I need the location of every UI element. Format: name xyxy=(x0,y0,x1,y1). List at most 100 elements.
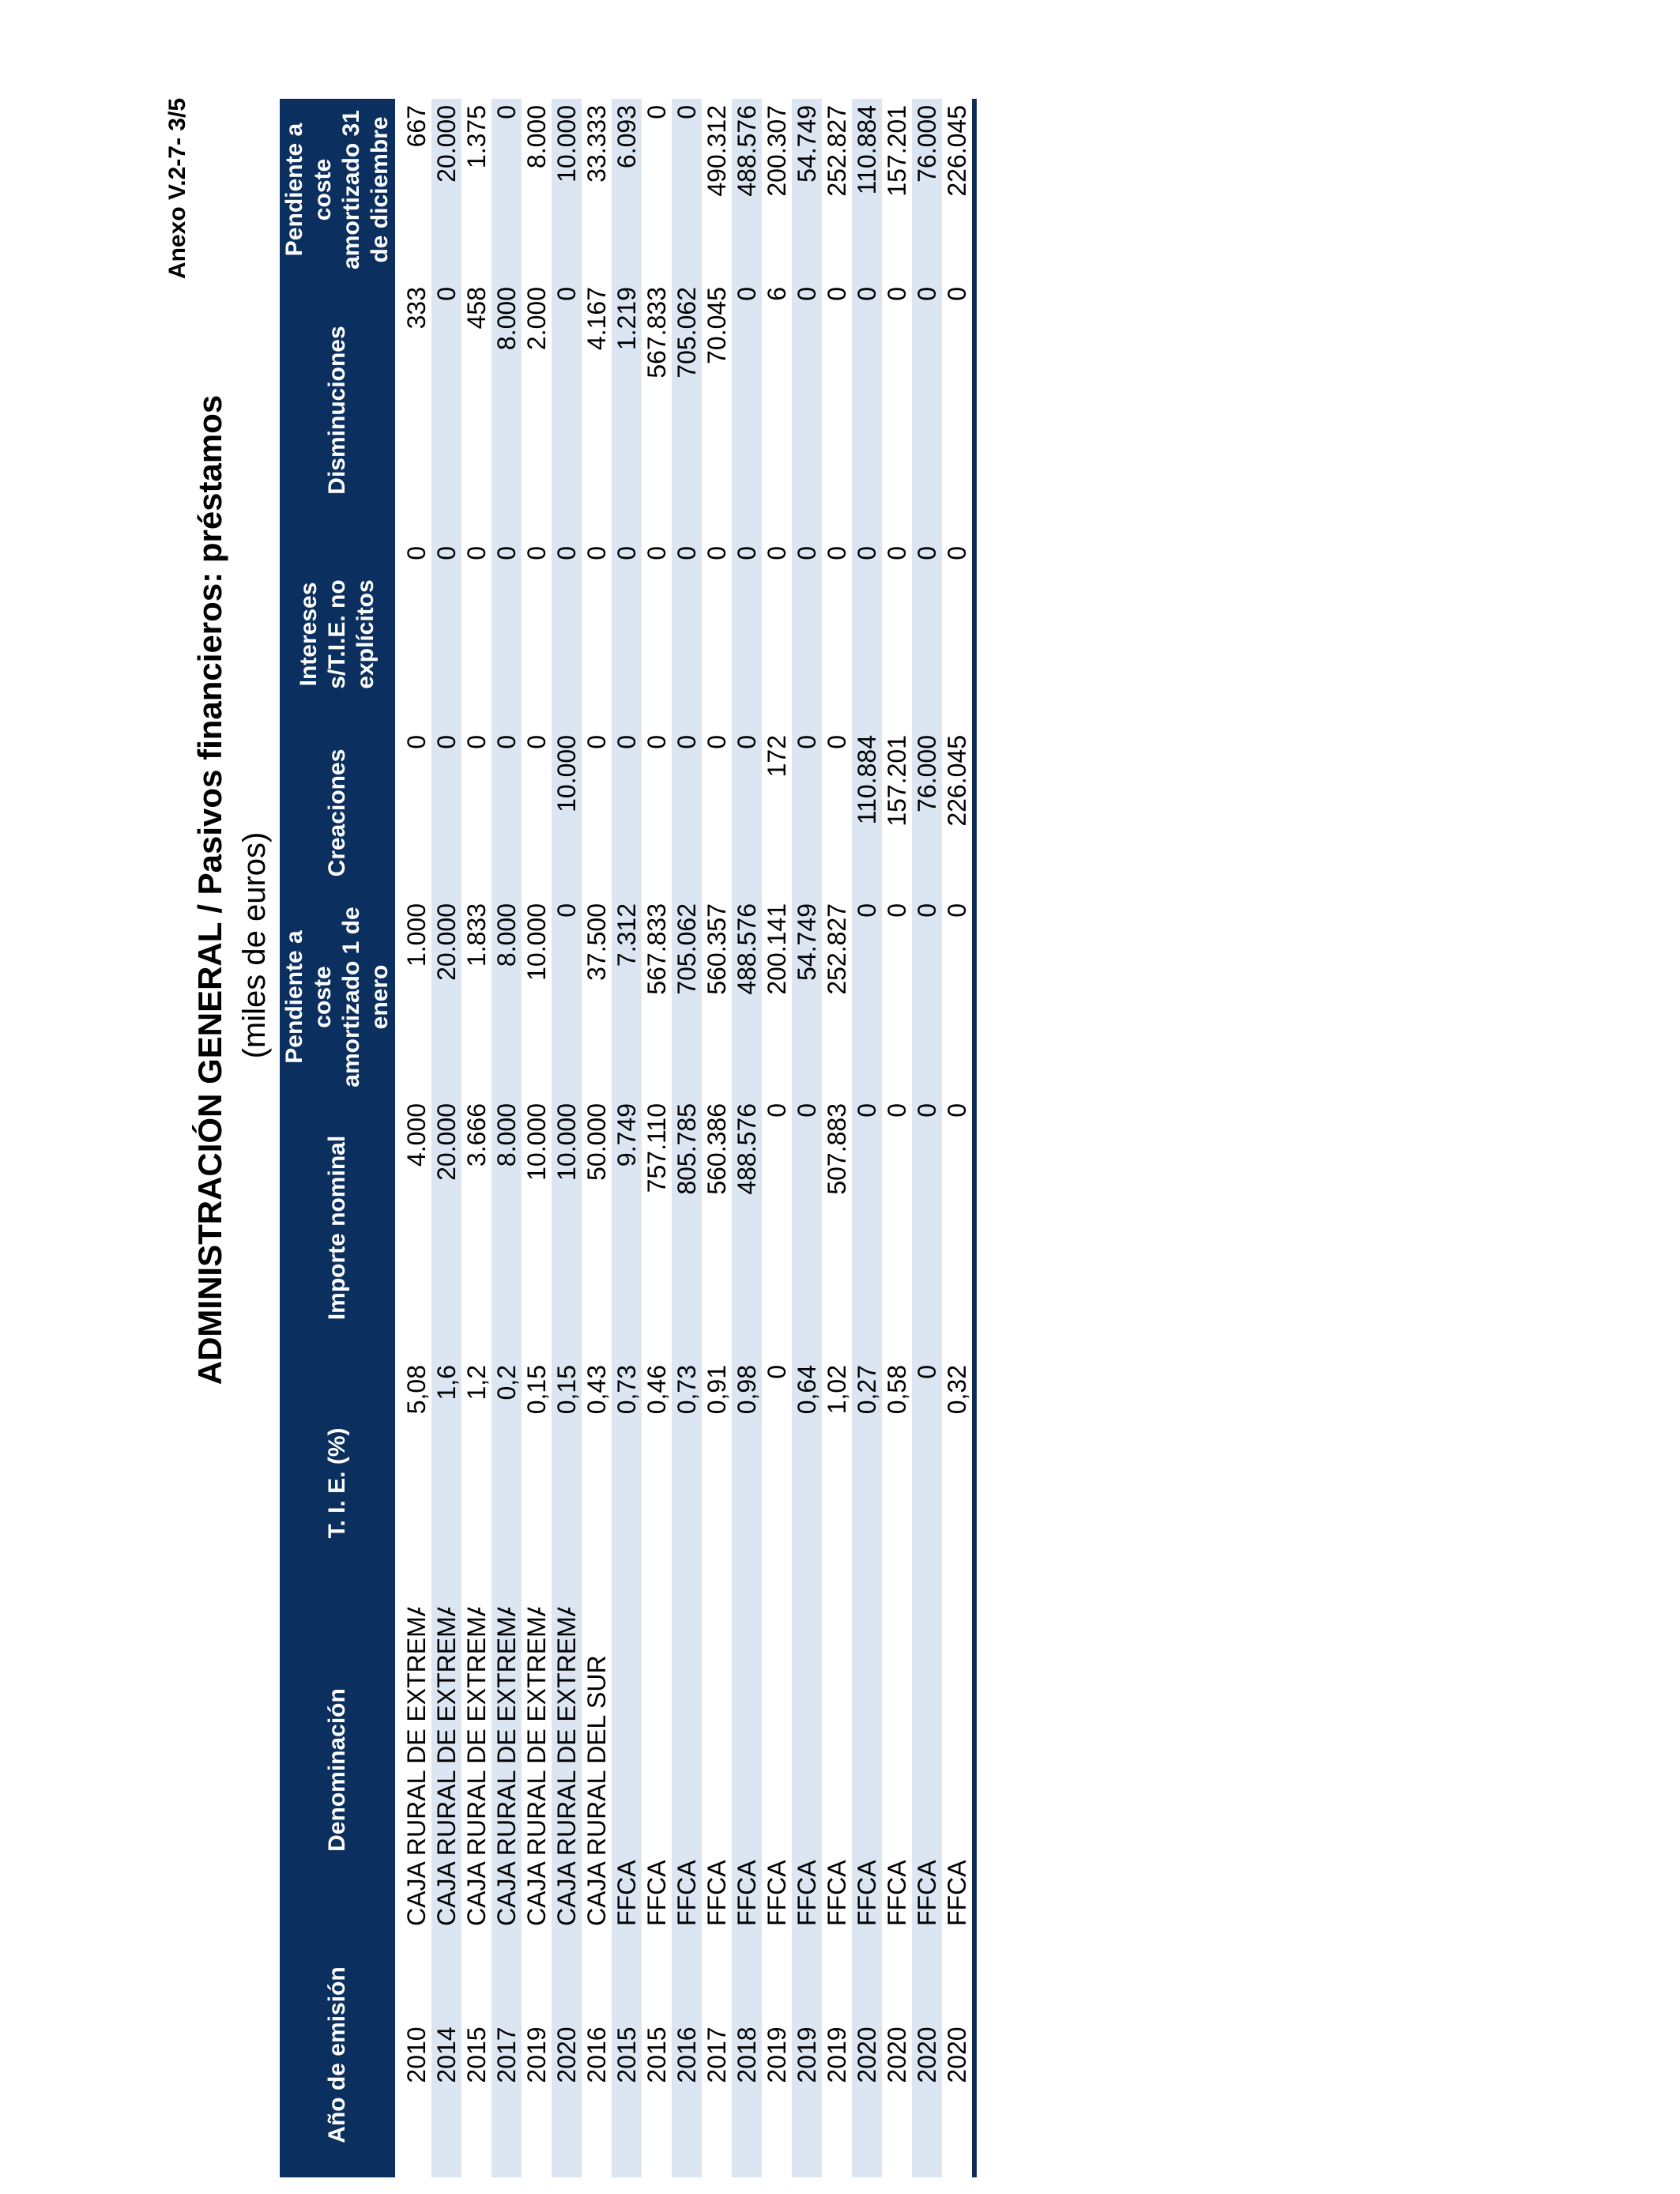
table-cell: 37.500 xyxy=(582,903,611,981)
table-cell: 488.576 xyxy=(732,99,762,281)
table-cell: 0 xyxy=(823,546,851,560)
table-cell: 0 xyxy=(912,1097,942,1359)
table-cell: 0 xyxy=(642,105,671,119)
table-cell: 2016 xyxy=(672,1932,702,2177)
table-cell: 5,08 xyxy=(402,1365,431,1415)
table-row: 2019 FFCA 0,64 0 54.749 0 0 0 54.749 xyxy=(792,99,822,2177)
table-cell: 20.000 xyxy=(431,1097,461,1359)
table-cell: 0 xyxy=(943,903,971,918)
table-row: 2015 FFCA 0,73 9.749 7.312 0 0 1.219 6.093 xyxy=(612,99,642,2177)
table-row: 2019 CAJA RURAL DE EXTREMADURA 0,15 10.000 1… xyxy=(522,99,552,2177)
table-cell: 0 xyxy=(402,735,431,749)
table-cell: 0,58 xyxy=(883,1365,911,1415)
table-cell: 0 xyxy=(763,546,791,560)
table-cell: 1.375 xyxy=(462,105,491,169)
table-cell: 0 xyxy=(492,540,522,729)
table-cell: 2017 xyxy=(492,1932,522,2177)
table-cell: 0 xyxy=(852,897,882,1097)
table-cell: 33.333 xyxy=(582,105,611,183)
table-cell: 172 xyxy=(763,735,791,778)
table-row: 2010 CAJA RURAL DE EXTREMADURA 5,08 4.000 1.… xyxy=(395,99,431,2177)
table-cell: 0 xyxy=(943,287,971,301)
column-header: Año de emisión xyxy=(280,1932,395,2177)
table-cell: 0 xyxy=(552,281,582,540)
table-cell: 488.576 xyxy=(732,897,762,1097)
table-cell: 0 xyxy=(912,1359,942,1608)
table-row: 2019 FFCA 1,02 507.883 252.827 0 0 0 252.827 xyxy=(822,99,852,2177)
table-cell: 2015 xyxy=(612,1932,642,2177)
table-cell: 1.000 xyxy=(402,903,431,967)
table-cell: 0 xyxy=(522,735,551,749)
table-cell: 0,73 xyxy=(672,1359,702,1608)
annex-label: Anexo V.2-7- 3/5 xyxy=(164,98,190,279)
table-cell: 2020 xyxy=(852,1932,882,2177)
table-cell: 4.000 xyxy=(402,1103,431,1167)
table-cell: 0 xyxy=(883,287,911,301)
table-cell: 0 xyxy=(492,99,522,281)
table-cell: 567.833 xyxy=(642,903,671,995)
table-cell: 110.884 xyxy=(852,729,882,897)
table-row: 2020 FFCA 0 0 0 76.000 0 0 76.000 xyxy=(912,99,942,2177)
table-cell: 0 xyxy=(703,735,731,749)
table-cell: 0 xyxy=(912,281,942,540)
table-cell: 2010 xyxy=(402,2026,431,2083)
table-cell: 2019 xyxy=(792,1932,822,2177)
table-cell: 200.141 xyxy=(763,903,791,995)
table-cell: 2017 xyxy=(703,2026,731,2083)
table-cell: 70.045 xyxy=(703,287,731,364)
table-cell: 0,2 xyxy=(492,1359,522,1608)
column-header: Disminuciones xyxy=(280,281,395,540)
table-cell: 490.312 xyxy=(703,105,731,197)
table-cell: FFCA xyxy=(912,1608,942,1932)
table-cell: 10.000 xyxy=(522,903,551,981)
table-cell: 2018 xyxy=(732,1932,762,2177)
table-cell: 2020 xyxy=(883,2026,911,2083)
table-cell: 567.833 xyxy=(642,287,671,379)
table-cell: 0 xyxy=(792,729,822,897)
table-cell: 0 xyxy=(732,540,762,729)
table-cell: 458 xyxy=(462,287,491,330)
table-cell: 0,98 xyxy=(732,1359,762,1608)
column-header: T. I. E. (%) xyxy=(280,1359,395,1608)
table-cell: 0 xyxy=(823,287,851,301)
table-cell: 2019 xyxy=(763,2026,791,2083)
table-cell: 1.219 xyxy=(612,281,642,540)
table-row: 2015 FFCA 0,46 757.110 567.833 0 0 567.833 0 xyxy=(642,99,672,2177)
table-row: 2020 FFCA 0,58 0 0 157.201 0 0 157.201 xyxy=(882,99,912,2177)
table-cell: 0,64 xyxy=(792,1359,822,1608)
table-cell: 0 xyxy=(642,735,671,749)
table-cell: 0 xyxy=(552,540,582,729)
table-cell: 0 xyxy=(763,1103,791,1118)
table-cell: 10.000 xyxy=(552,1097,582,1359)
table-cell: FFCA xyxy=(823,1860,851,1926)
table-cell: 8.000 xyxy=(492,281,522,540)
table-cell: 0,91 xyxy=(703,1365,731,1415)
table-cell: CAJA RURAL DE EXTREMADURA xyxy=(522,1608,551,1926)
table-row: 2016 CAJA RURAL DEL SUR 0,43 50.000 37.500 0 0… xyxy=(582,99,612,2177)
table-cell: CAJA RURAL DE EXTREMADURA xyxy=(552,1608,582,1932)
table-cell: 10.000 xyxy=(552,729,582,897)
table-cell: 200.307 xyxy=(763,105,791,197)
table-cell: 0 xyxy=(823,735,851,749)
table-cell: 0 xyxy=(462,735,491,749)
table-cell: FFCA xyxy=(883,1860,911,1926)
table-row: 2020 FFCA 0,32 0 0 226.045 0 0 226.045 xyxy=(942,99,974,2177)
column-header: Pendiente a coste amortizado 1 de enero xyxy=(280,897,395,1097)
table-cell: 0 xyxy=(492,729,522,897)
table-cell: 1,2 xyxy=(462,1365,491,1400)
table-cell: CAJA RURAL DE EXTREMADURA xyxy=(431,1608,461,1932)
loans-table: Año de emisión Denominación T. I. E. (%) Im… xyxy=(280,99,977,2177)
table-cell: 705.062 xyxy=(672,897,702,1097)
table-cell: 0 xyxy=(883,903,911,918)
table-cell: 1.833 xyxy=(462,903,491,967)
table-row: 2017 CAJA RURAL DE EXTREMADURA 0,2 8.000 8.0… xyxy=(492,99,522,2177)
table-cell: CAJA RURAL DE EXTREMADURA xyxy=(402,1608,431,1926)
table-cell: 0 xyxy=(672,540,702,729)
table-cell: CAJA RURAL DE EXTREMADURA xyxy=(492,1608,522,1932)
table-cell: 0 xyxy=(943,1103,971,1118)
table-cell: 0 xyxy=(431,729,461,897)
table-cell: FFCA xyxy=(792,1608,822,1932)
table-cell: 6.093 xyxy=(612,99,642,281)
